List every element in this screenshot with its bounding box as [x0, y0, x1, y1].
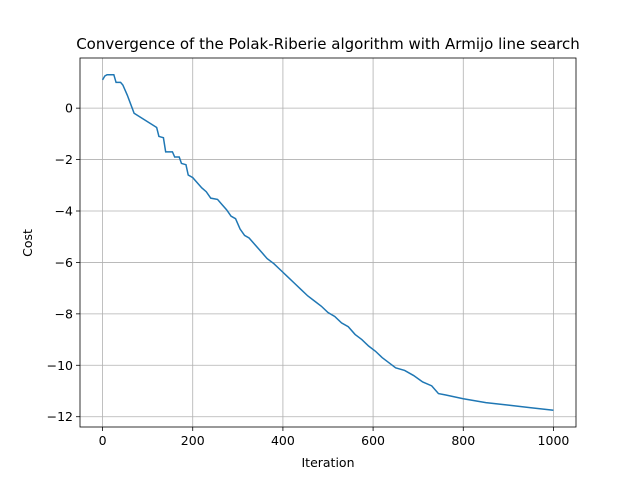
- data-line: [101, 73, 554, 412]
- y-tick-label: −4: [55, 204, 73, 219]
- x-axis-label: Iteration: [301, 455, 354, 470]
- y-tick-label: −10: [47, 358, 73, 373]
- x-tick-label: 200: [181, 433, 205, 448]
- x-tick-label: 600: [361, 433, 385, 448]
- y-tick-label: 0: [65, 101, 73, 116]
- x-tick-label: 0: [99, 433, 107, 448]
- y-tick-label: −12: [47, 409, 73, 424]
- x-tick-label: 1000: [538, 433, 570, 448]
- y-tick-label: −6: [55, 255, 73, 270]
- y-axis-label: Cost: [20, 229, 35, 257]
- x-tick-label: 400: [271, 433, 295, 448]
- y-tick-label: −2: [55, 152, 73, 167]
- x-tick-label: 800: [451, 433, 475, 448]
- chart-title: Convergence of the Polak-Riberie algorit…: [76, 35, 580, 53]
- y-tick-label: −8: [55, 306, 73, 321]
- plot-frame: [79, 57, 577, 428]
